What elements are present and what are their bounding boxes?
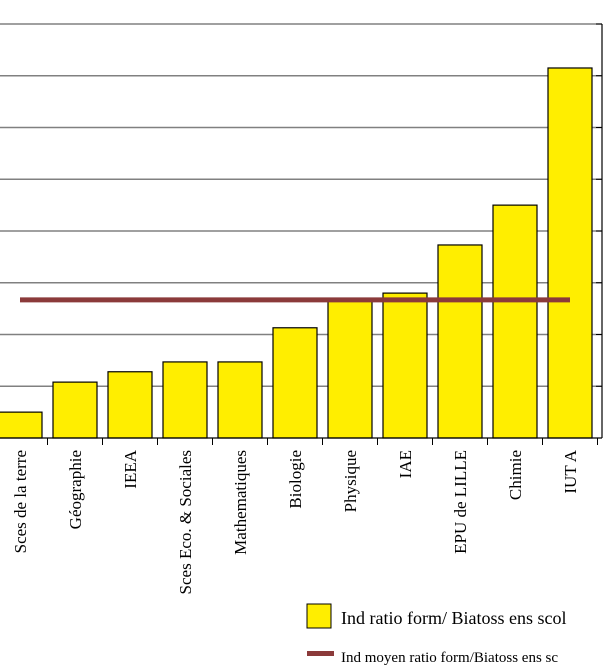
bar <box>437 244 483 439</box>
gridlines <box>0 23 602 387</box>
bar <box>382 292 428 439</box>
category-label: IEEA <box>121 449 140 488</box>
legend-label-bar: Ind ratio form/ Biatoss ens scol <box>341 608 566 628</box>
category-label: IUT A <box>561 449 580 493</box>
bar <box>492 204 538 439</box>
category-label: EPU de LILLE <box>451 450 470 554</box>
bar <box>547 67 593 439</box>
category-labels: Sces de la terre Géographie IEEA Sces Eco. … <box>11 449 580 594</box>
category-label: Mathematiques <box>231 450 250 555</box>
category-label: Physique <box>341 450 360 512</box>
legend-swatch-line <box>307 651 334 656</box>
category-label: Chimie <box>506 450 525 500</box>
bar <box>0 411 43 439</box>
bars <box>0 67 593 439</box>
legend-label-line: Ind moyen ratio form/Biatoss ens sc <box>341 650 558 665</box>
legend: Ind ratio form/ Biatoss ens scol Ind moy… <box>306 603 566 666</box>
bar <box>272 327 318 439</box>
bar <box>52 381 98 439</box>
category-label: IAE <box>396 450 415 478</box>
legend-swatch-bar <box>306 603 332 629</box>
bar <box>217 361 263 439</box>
category-label: Biologie <box>286 450 305 509</box>
category-label: Sces Eco. & Sociales <box>176 450 195 594</box>
category-label: Sces de la terre <box>11 450 30 553</box>
category-label: Géographie <box>66 450 85 529</box>
bar <box>327 297 373 439</box>
bar <box>107 371 153 439</box>
bar <box>162 361 208 439</box>
axes <box>0 23 603 445</box>
